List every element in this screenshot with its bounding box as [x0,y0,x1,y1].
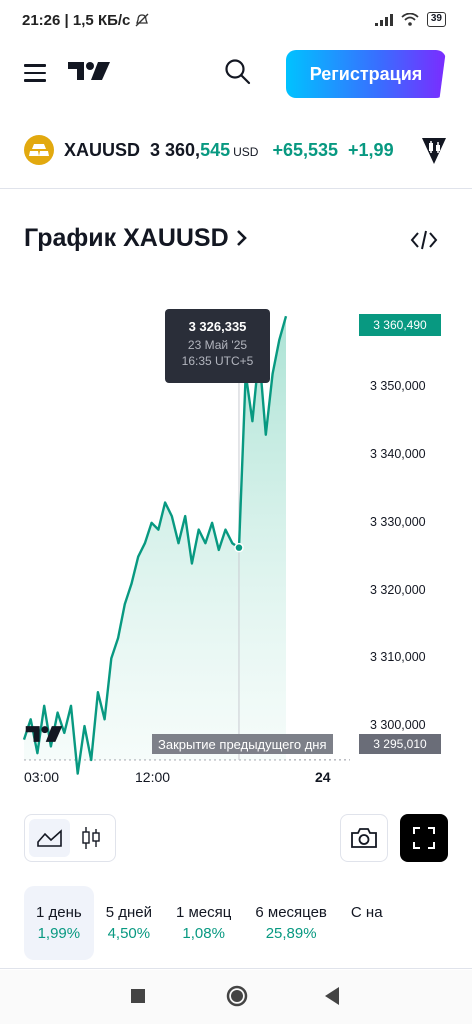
snapshot-button[interactable] [340,814,388,862]
period-change: 25,89% [265,925,317,942]
wifi-icon [401,13,419,26]
period-change: 1,08% [182,925,225,942]
search-icon[interactable] [224,58,252,86]
period-label: С на [350,904,383,921]
tradingview-logo[interactable] [66,60,112,82]
y-axis-tick: 3 330,000 [370,514,426,529]
chart-tooltip: 3 326,335 23 Май '25 16:35 UTC+5 [165,309,270,383]
mute-icon [135,13,149,27]
chart-title: График XAUUSD [24,224,229,252]
symbol-ticker: XAUUSD [64,139,141,160]
fullscreen-icon [413,827,435,849]
tooltip-price: 3 326,335 [188,319,247,334]
current-price-badge: 3 360,490 [359,314,441,336]
crosshair-point [234,542,244,553]
period-label: 1 день [36,904,82,921]
period-ytd[interactable]: С на [339,886,395,960]
y-axis-tick: 3 350,000 [370,379,426,394]
price-line [22,315,288,775]
period-change: 4,50% [107,925,151,942]
y-axis-tick: 3 300,000 [370,718,426,733]
tooltip-time: 16:35 UTC+5 [181,354,254,368]
price-integer: 3 360, [150,139,201,160]
period-1d[interactable]: 1 день 1,99% [24,886,94,960]
home-icon[interactable] [225,984,249,1008]
battery-icon: 39 [426,12,446,27]
chart-title-link[interactable]: График XAUUSD [24,224,248,253]
previous-close-label: Закрытие предыдущего дня [152,734,333,754]
period-6m[interactable]: 6 месяцев 25,89% [243,886,339,960]
status-bar: 21:26 | 1,5 КБ/с 39 [0,0,472,40]
period-label: 5 дней [105,904,152,921]
back-icon[interactable] [323,986,341,1006]
signal-icon [374,13,393,26]
system-navigation-bar [0,970,472,1024]
chevron-right-icon [236,230,247,246]
divider [0,188,472,189]
price-change-percent: +1,99 [348,139,394,160]
status-time: 21:26 | 1,5 КБ/с [22,12,149,29]
price-area [24,316,286,774]
period-change: 1,99% [37,925,81,942]
divider [0,968,472,969]
x-axis-tick: 24 [315,769,331,785]
network-speed: 1,5 КБ/с [72,12,131,29]
period-1m[interactable]: 1 месяц 1,08% [164,886,243,960]
register-button[interactable]: Регистрация [286,50,446,98]
top-header: Регистрация [0,46,472,102]
x-axis-tick: 03:00 [24,769,60,785]
y-axis-tick: 3 340,000 [370,447,426,462]
period-tabs: 1 день 1,99% 5 дней 4,50% 1 месяц 1,08% … [24,886,472,960]
symbol-row: XAUUSD 3 360, 545 USD +65,535 +1,99 [24,128,454,172]
price-change: +65,535 [272,139,339,160]
market-status-icon[interactable] [418,134,450,166]
gold-icon [24,135,54,165]
tradingview-watermark-logo [25,726,63,742]
period-label: 1 месяц [175,904,232,921]
clock: 21:26 [22,12,61,29]
candle-chart-button[interactable] [70,819,111,857]
y-axis-tick: 3 320,000 [370,582,426,597]
candlestick-icon [81,827,100,849]
price-decimal: 545 [200,139,231,160]
embed-code-icon[interactable] [410,228,438,252]
area-chart-button[interactable] [29,819,70,857]
recents-icon[interactable] [130,988,146,1004]
area-chart-icon [36,829,62,847]
camera-icon [351,828,377,848]
period-label: 6 месяцев [255,904,327,921]
period-5d[interactable]: 5 дней 4,50% [94,886,164,960]
tooltip-date: 23 Май '25 [187,338,248,352]
price-currency: USD [233,145,259,159]
previous-close-value: 3 295,010 [359,734,441,754]
chart-type-selector [24,814,116,862]
y-axis-tick: 3 310,000 [370,650,426,665]
fullscreen-button[interactable] [400,814,448,862]
x-axis-tick: 12:00 [135,769,171,785]
menu-icon[interactable] [24,64,46,82]
